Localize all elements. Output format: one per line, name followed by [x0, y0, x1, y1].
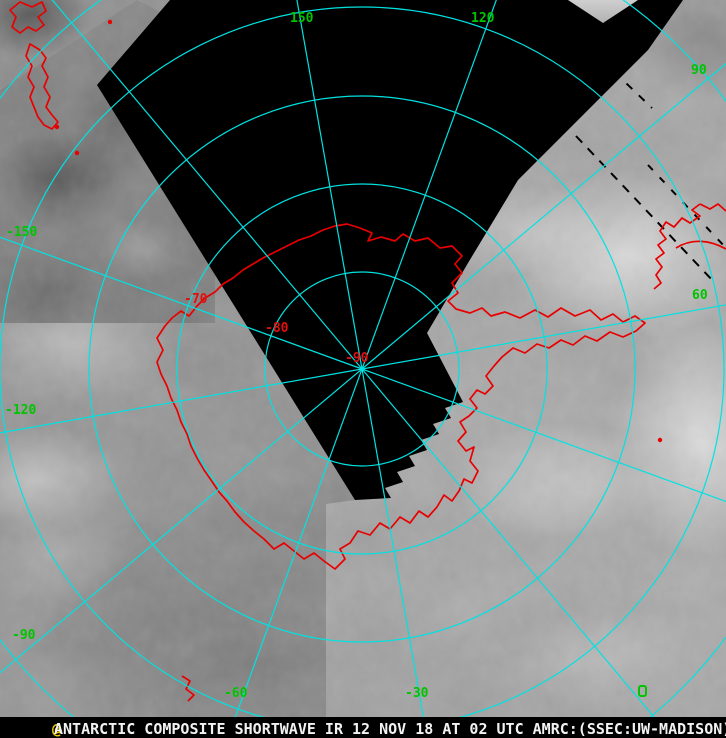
caption-title: ANTARCTIC COMPOSITE SHORTWAVE IR 12 NOV … — [54, 720, 726, 738]
longitude-label-120: 120 — [471, 11, 495, 26]
longitude-label-150: 150 — [290, 11, 314, 26]
longitude-label--30: -30 — [405, 686, 429, 701]
latitude-label--80: -80 — [265, 321, 289, 336]
longitude-label-90: 90 — [691, 63, 707, 78]
longitude-label--150: -150 — [6, 225, 38, 240]
longitude-label-60: 60 — [692, 288, 708, 303]
caption-bar: @ ANTARCTIC COMPOSITE SHORTWAVE IR 12 NO… — [0, 717, 726, 738]
longitude-label--60: -60 — [224, 686, 248, 701]
latitude-label--90: -90 — [345, 351, 369, 366]
longitude-label--90: -90 — [12, 628, 36, 643]
longitude-label--120: -120 — [5, 403, 37, 418]
latitude-label--70: -70 — [184, 292, 208, 307]
